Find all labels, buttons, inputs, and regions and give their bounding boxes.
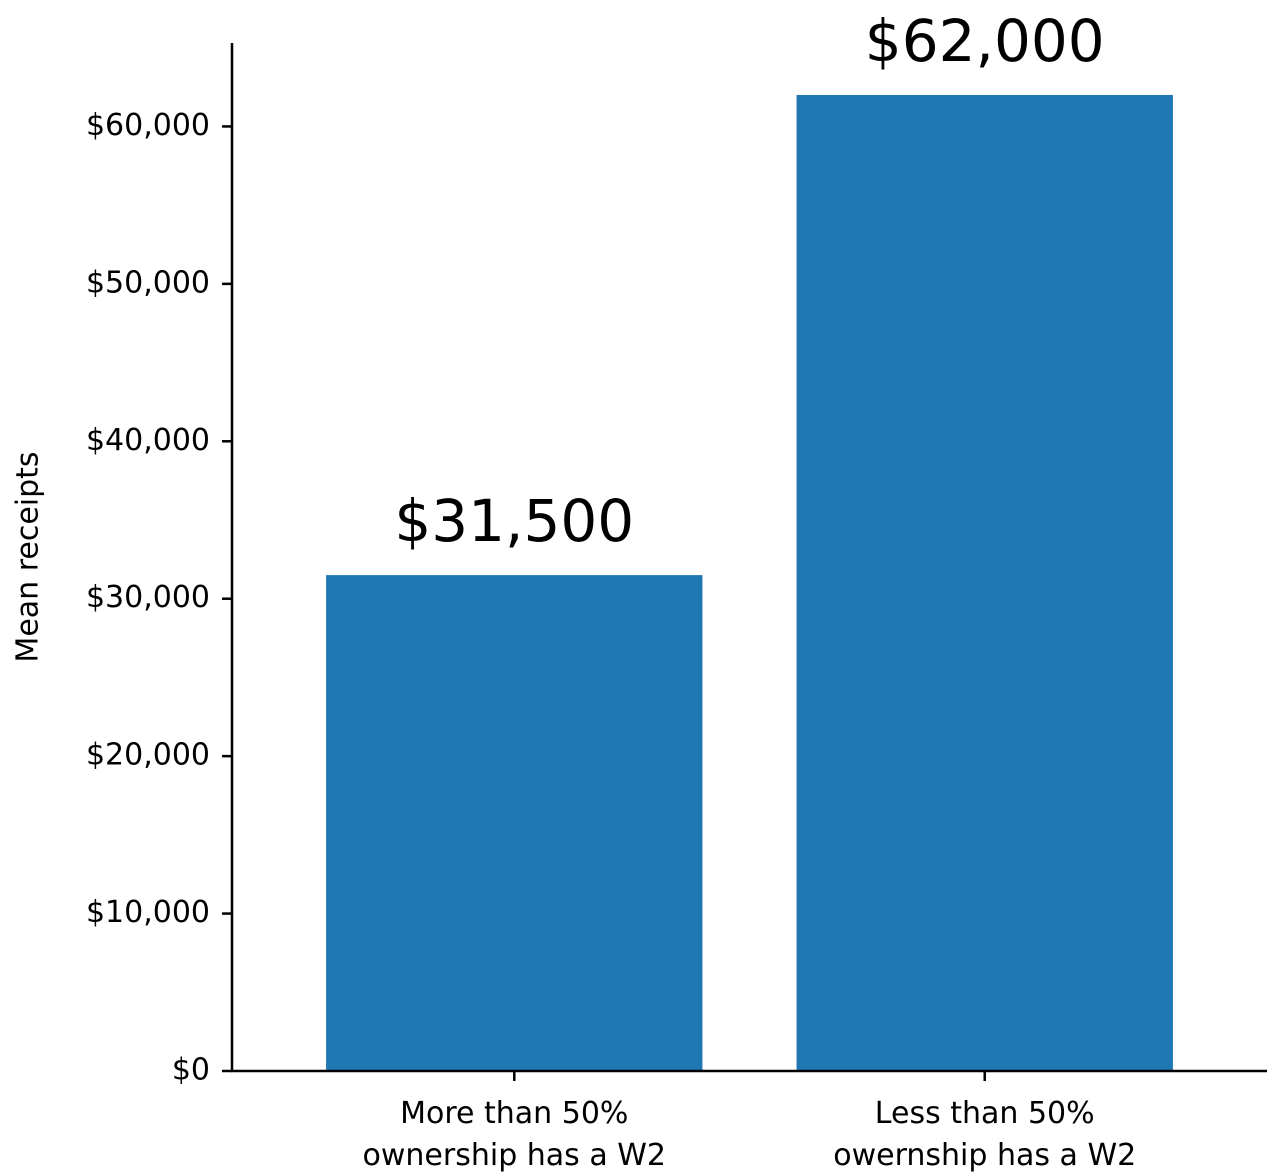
y-tick-label: $10,000	[86, 895, 210, 930]
bar-data-label: $31,500	[394, 487, 634, 555]
y-axis: $0 $10,000 $20,000 $30,000 $40,000 $50,000 $60…	[86, 43, 234, 1088]
bars-group	[326, 94, 1173, 1072]
y-tick-label: $40,000	[86, 423, 210, 458]
bar-data-label: $62,000	[865, 7, 1105, 75]
x-tick-label: More than 50% ownership has a W2	[363, 1096, 667, 1173]
y-tick-label: $0	[172, 1053, 210, 1088]
y-tick-label: $20,000	[86, 738, 210, 773]
bar	[796, 94, 1173, 1072]
x-axis: More than 50% ownership has a W2 Less than…	[231, 1069, 1267, 1173]
y-tick-label: $60,000	[86, 108, 210, 143]
y-tick-label: $50,000	[86, 265, 210, 300]
bar	[326, 575, 703, 1071]
y-axis-label: Mean receipts	[11, 451, 46, 662]
x-tick-label-line: ownership has a W2	[363, 1138, 667, 1173]
data-labels-group: $31,500 $62,000	[394, 7, 1104, 555]
x-tick-label-line: More than 50%	[400, 1096, 628, 1131]
x-tick-label-line: Less than 50%	[875, 1096, 1095, 1131]
y-tick-label: $30,000	[86, 580, 210, 615]
x-tick-label: Less than 50% owernship has a W2	[833, 1096, 1136, 1173]
x-tick-label-line: owernship has a W2	[833, 1138, 1136, 1173]
